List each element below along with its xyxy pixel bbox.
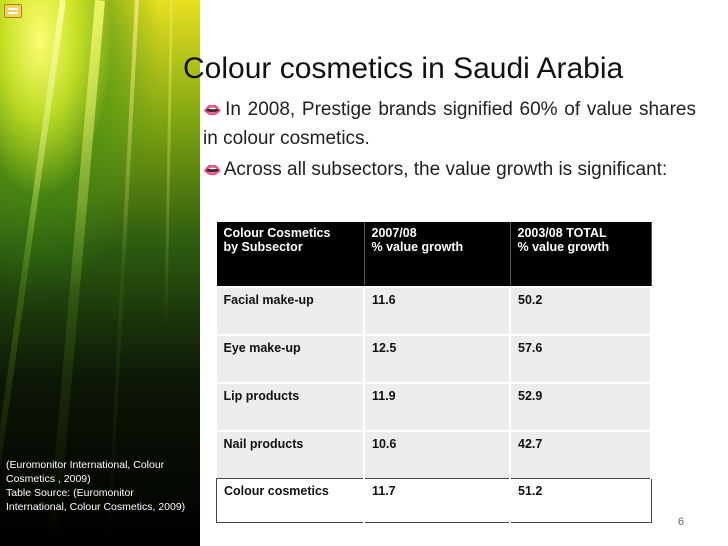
table-cell: 12.5 xyxy=(364,334,511,383)
table-total-row: Colour cosmetics 11.7 51.2 xyxy=(216,478,652,523)
table-header-cell: Colour Cosmetics by Subsector xyxy=(216,222,365,287)
slide-title: Colour cosmetics in Saudi Arabia xyxy=(183,52,624,85)
bullet-text: In 2008, Prestige brands signified 60% o… xyxy=(203,99,696,149)
table-cell: Nail products xyxy=(216,430,365,479)
table-cell: Facial make-up xyxy=(216,286,365,335)
lips-icon: 👄 xyxy=(203,102,224,119)
table-cell: 11.6 xyxy=(364,286,511,335)
bullet-point: 👄 Across all subsectors, the value growth… xyxy=(203,156,696,185)
table-row: Eye make-up 12.5 57.6 xyxy=(216,334,652,383)
decorative-side-panel: (Euromonitor International, Colour Cosme… xyxy=(0,0,200,546)
source-line: Table Source: (Euromonitor xyxy=(6,487,134,499)
table-row: Facial make-up 11.6 50.2 xyxy=(216,286,652,335)
table-header-cell: 2003/08 TOTAL% value growth xyxy=(510,222,652,287)
page-number: 6 xyxy=(678,516,685,528)
table-cell: Eye make-up xyxy=(216,334,365,383)
table-header-row: Colour Cosmetics by Subsector 2007/08% va… xyxy=(216,222,652,287)
table-cell: 42.7 xyxy=(510,430,652,479)
source-line: Cosmetics , 2009) xyxy=(6,473,91,485)
notes-icon[interactable] xyxy=(4,4,22,18)
bullet-text: Across all subsectors, the value growth … xyxy=(223,159,668,180)
table-cell: 51.2 xyxy=(510,478,652,523)
source-line: International, Colour Cosmetics, 2009) xyxy=(6,501,186,513)
value-growth-table: Colour Cosmetics by Subsector 2007/08% va… xyxy=(216,222,652,523)
table-header-cell: 2007/08% value growth xyxy=(364,222,511,287)
table-cell: 52.9 xyxy=(510,382,652,431)
source-line: (Euromonitor International, Colour xyxy=(6,459,165,471)
table-cell: 57.6 xyxy=(510,334,652,383)
table-cell: 50.2 xyxy=(510,286,652,335)
table-row: Lip products 11.9 52.9 xyxy=(216,382,652,431)
source-note: (Euromonitor International, Colour Cosme… xyxy=(6,458,200,514)
table-cell: 11.7 xyxy=(364,478,511,523)
table-cell: Colour cosmetics xyxy=(216,478,365,523)
lips-icon: 👄 xyxy=(203,162,222,179)
bullet-point: 👄 In 2008, Prestige brands signified 60% … xyxy=(203,96,696,153)
table-cell: 11.9 xyxy=(364,382,511,431)
table-row: Nail products 10.6 42.7 xyxy=(216,430,652,479)
table-cell: Lip products xyxy=(216,382,365,431)
table-cell: 10.6 xyxy=(364,430,511,479)
